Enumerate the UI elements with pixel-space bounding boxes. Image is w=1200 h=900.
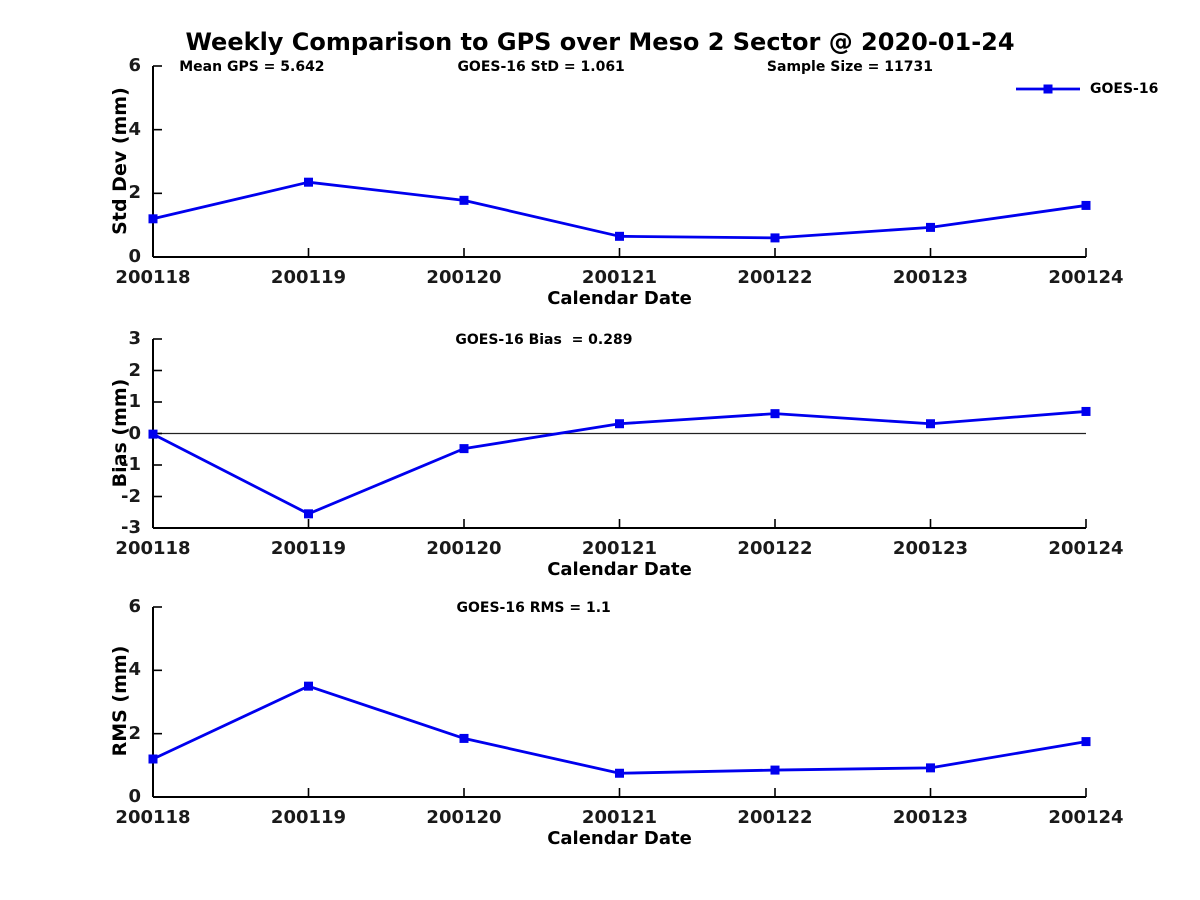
data-point-marker [770,409,780,419]
y-tick-label: 6 [128,55,141,76]
x-tick-label: 200124 [1048,267,1124,288]
x-axis-label-calendar-date: Calendar Date [547,828,692,849]
x-tick-label: 200123 [892,267,969,288]
data-point-marker [304,681,313,691]
x-tick-label: 200121 [581,267,658,288]
legend: GOES-16 [1014,81,1158,97]
x-tick-label: 200119 [270,807,347,828]
data-point-marker [459,444,469,454]
data-point-marker [1081,737,1091,747]
chart-title: Weekly Comparison to GPS over Meso 2 Sec… [185,28,1015,56]
data-point-marker [1081,200,1091,210]
y-tick-label: 0 [128,422,141,444]
y-tick-label: -3 [121,517,141,538]
y-tick-label: 6 [128,596,141,617]
x-tick-label: 200123 [892,538,969,559]
series-line-goes16 [152,684,1087,775]
x-tick-label: 200124 [1048,807,1124,828]
data-point-marker [615,419,624,429]
x-tick-label: 200122 [737,267,813,288]
y-tick-label: 4 [128,659,141,681]
legend-marker-icon [1043,84,1053,94]
x-tick-label: 200122 [737,807,813,828]
data-point-marker [770,765,780,775]
x-axis-label-calendar-date: Calendar Date [547,559,692,580]
x-tick-label: 200123 [892,807,969,828]
annotation-goes16-rms: GOES-16 RMS = 1.1 [456,600,611,616]
y-tick-label: 1 [128,391,141,412]
data-point-marker [148,754,158,764]
data-point-marker [148,429,158,439]
x-tick-label: 200124 [1048,538,1124,559]
y-tick-label: 2 [128,722,141,744]
data-point-marker [304,177,313,187]
data-point-marker [615,768,624,778]
annotation-sample-size: Sample Size = 11731 [766,59,933,75]
legend-line-sample [1016,84,1080,94]
y-tick-label: 4 [128,118,141,140]
x-tick-label: 200118 [115,807,191,828]
annotation-goes16-bias: GOES-16 Bias = 0.289 [455,332,633,348]
data-point-marker [926,419,935,429]
y-tick-label: 0 [128,246,141,267]
data-point-marker [926,763,935,773]
x-tick-label: 200118 [115,538,191,559]
data-point-marker [770,233,780,243]
data-point-marker [459,195,469,205]
x-tick-label: 200120 [426,538,502,559]
data-point-marker [1081,406,1091,416]
y-axis-label-rms: RMS (mm) [109,645,131,757]
x-tick-label: 200119 [270,538,347,559]
legend-label: GOES-16 [1090,81,1159,97]
y-tick-label: 3 [128,328,141,349]
x-tick-label: 200120 [426,807,502,828]
x-tick-label: 200121 [581,807,658,828]
x-axis-label-calendar-date: Calendar Date [547,288,692,309]
x-tick-label: 200118 [115,267,191,288]
y-axis-label-std-dev: Std Dev (mm) [109,86,131,235]
x-tick-label: 200122 [737,538,813,559]
y-tick-label: -2 [121,485,141,507]
series-line-goes16 [152,180,1087,240]
annotation-mean-gps: Mean GPS = 5.642 [179,59,325,75]
data-point-marker [459,733,469,743]
y-tick-label: 2 [128,359,141,381]
y-tick-label: 2 [128,182,141,204]
data-point-marker [926,222,935,232]
data-point-marker [615,231,624,241]
x-tick-label: 200119 [270,267,347,288]
data-point-marker [148,214,158,224]
y-tick-label: -1 [121,454,141,475]
data-point-marker [304,509,313,519]
annotation-goes16-std: GOES-16 StD = 1.061 [457,59,625,75]
x-tick-label: 200120 [426,267,502,288]
x-tick-label: 200121 [581,538,658,559]
y-tick-label: 0 [128,786,141,807]
